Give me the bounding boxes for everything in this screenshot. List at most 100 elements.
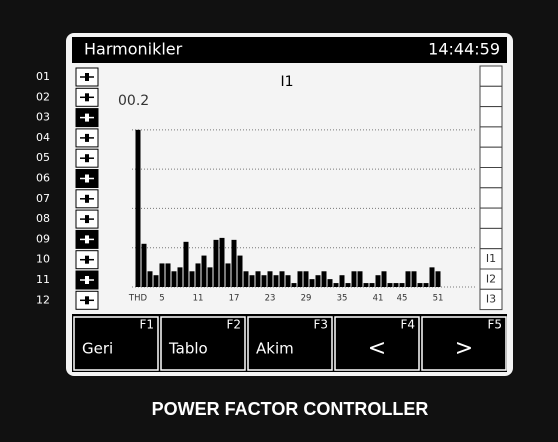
bar xyxy=(303,271,309,287)
side-box xyxy=(479,207,503,229)
bar xyxy=(309,279,315,287)
bar xyxy=(357,271,363,287)
bar xyxy=(231,239,237,287)
header-time: 14:44:59 xyxy=(428,40,500,59)
bar xyxy=(417,283,423,287)
function-key-label: Geri xyxy=(82,340,113,358)
phase-label: I1 xyxy=(486,252,496,265)
bar xyxy=(165,263,171,287)
step-label: 03 xyxy=(36,111,50,124)
bar xyxy=(255,271,261,287)
x-tick-label: 45 xyxy=(397,294,408,304)
bar xyxy=(201,255,207,287)
bar xyxy=(141,243,147,287)
step-icon-knob xyxy=(85,93,89,102)
step-label: 09 xyxy=(36,232,50,245)
bar xyxy=(387,283,393,287)
step-label: 02 xyxy=(36,90,50,103)
bar xyxy=(147,271,153,287)
footer: POWER FACTOR CONTROLLER xyxy=(152,399,429,419)
step-label: 04 xyxy=(36,131,50,144)
bar xyxy=(189,271,195,287)
bar xyxy=(399,283,405,287)
bar xyxy=(393,283,399,287)
screen xyxy=(66,33,513,376)
bar xyxy=(375,275,381,287)
x-tick-label: 23 xyxy=(265,294,276,304)
step-icon-knob xyxy=(85,194,89,203)
step-icon-knob xyxy=(85,215,89,224)
bar xyxy=(351,271,357,287)
side-box xyxy=(479,65,503,87)
step-icon-knob xyxy=(85,296,89,305)
step-label: 11 xyxy=(36,273,50,286)
step-label: 12 xyxy=(36,293,50,306)
function-key[interactable] xyxy=(421,316,507,371)
step-icon-knob xyxy=(85,133,89,142)
function-key-id: F3 xyxy=(313,318,328,332)
bar xyxy=(261,275,267,287)
step-icon-knob xyxy=(85,73,89,81)
bar xyxy=(297,271,303,287)
step-label: 01 xyxy=(36,70,50,83)
side-box xyxy=(479,187,503,209)
function-key[interactable] xyxy=(160,316,246,371)
bar xyxy=(411,271,417,287)
function-key-label: Akim xyxy=(256,340,294,358)
bar xyxy=(159,263,165,287)
step-label: 07 xyxy=(36,192,50,205)
side-box xyxy=(479,85,503,108)
side-box xyxy=(479,106,503,128)
bar xyxy=(339,275,345,287)
header-bar xyxy=(72,37,507,63)
side-box xyxy=(479,126,503,148)
x-tick-label: 51 xyxy=(433,294,444,304)
function-key-id: F4 xyxy=(400,318,415,332)
bar xyxy=(333,283,339,287)
bar xyxy=(183,241,189,287)
step-label: 06 xyxy=(36,172,50,185)
bar xyxy=(153,275,159,287)
x-tick-label: 29 xyxy=(301,294,312,304)
side-box xyxy=(479,288,503,311)
x-tick-label: 11 xyxy=(193,294,204,304)
bar xyxy=(237,255,243,287)
phase-label: I2 xyxy=(486,272,496,285)
step-label: 10 xyxy=(36,253,50,266)
step-icon-knob xyxy=(85,276,89,284)
bar xyxy=(321,271,327,287)
side-box xyxy=(479,167,503,189)
bar xyxy=(363,283,369,287)
function-key-id: F5 xyxy=(487,318,502,332)
header-title: Harmonikler xyxy=(84,40,183,59)
bar xyxy=(273,275,279,287)
bar xyxy=(219,237,225,287)
function-key[interactable] xyxy=(73,316,159,371)
x-tick-label: 5 xyxy=(159,294,164,304)
bar xyxy=(207,267,213,287)
bar xyxy=(345,283,351,287)
bar xyxy=(225,263,231,287)
bar xyxy=(279,271,285,287)
function-key-label: > xyxy=(455,336,473,361)
step-icon-knob xyxy=(85,174,89,183)
step-label: 08 xyxy=(36,212,50,225)
bar xyxy=(327,279,333,287)
function-key-label: < xyxy=(368,336,386,361)
bar xyxy=(291,283,297,287)
x-tick-label: 35 xyxy=(337,294,348,304)
bar xyxy=(405,271,411,287)
function-key[interactable] xyxy=(247,316,333,371)
bar xyxy=(249,275,255,287)
function-key[interactable] xyxy=(334,316,420,371)
side-box xyxy=(479,227,503,250)
bar xyxy=(285,275,291,287)
function-key-id: F2 xyxy=(226,318,241,332)
x-tick-label: 17 xyxy=(229,294,240,304)
bar xyxy=(423,283,429,287)
bar xyxy=(381,271,387,287)
bar xyxy=(243,271,249,287)
function-key-id: F1 xyxy=(139,318,154,332)
bar xyxy=(195,263,201,287)
x-tick-label: 41 xyxy=(373,294,384,304)
